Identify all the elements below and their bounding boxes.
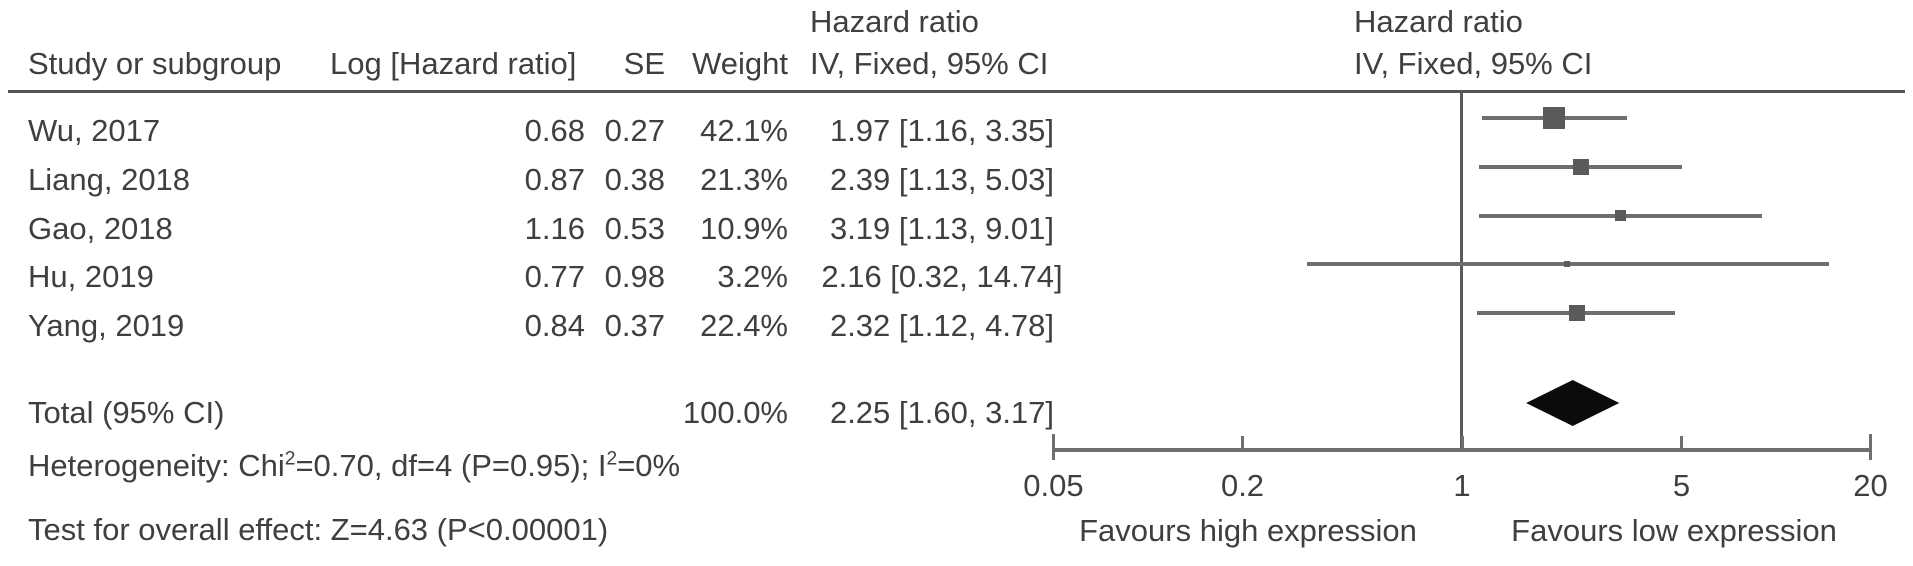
total-ci-text: 2.25 [1.60, 3.17]	[829, 395, 1055, 430]
study-weight-value: 42.1%	[700, 113, 788, 148]
effect-square	[1614, 210, 1626, 222]
study-label: Gao, 2018	[28, 210, 173, 246]
plot-effect-header-line2: IV, Fixed, 95% CI	[1354, 46, 1593, 81]
axis-tick-label: 0.2	[1220, 468, 1265, 503]
axis-tick-label: 0.05	[1023, 468, 1084, 503]
plot-effect-header-line1: Hazard ratio	[1354, 4, 1523, 39]
study-weight-value: 10.9%	[700, 210, 788, 246]
column-header-se: SE	[623, 46, 665, 81]
study-label: Hu, 2019	[28, 259, 154, 295]
study-se-value: 0.38	[604, 161, 665, 197]
axis-tick-label: 1	[1453, 468, 1471, 503]
chi-squared-superscript: 2	[284, 448, 296, 470]
total-diamond	[1526, 380, 1620, 426]
study-se-value: 0.27	[604, 113, 665, 148]
axis-tick	[1679, 436, 1683, 452]
study-weight-value: 21.3%	[700, 161, 788, 197]
study-ci-text: 2.16 [0.32, 14.74]	[821, 259, 1063, 295]
total-weight-value: 100.0%	[682, 395, 788, 430]
axis-tick	[1869, 434, 1873, 460]
study-ci-text: 1.97 [1.16, 3.35]	[829, 113, 1055, 148]
study-ci-text: 3.19 [1.13, 9.01]	[829, 210, 1055, 246]
left-effect-header-line1: Hazard ratio	[810, 4, 979, 39]
study-se-value: 0.37	[604, 308, 665, 344]
axis-tick	[1460, 436, 1464, 452]
axis-tick-label: 5	[1672, 468, 1691, 503]
column-header-ci: IV, Fixed, 95% CI	[810, 46, 1049, 81]
effect-square	[1564, 261, 1571, 268]
study-weight-value: 3.2%	[717, 259, 788, 295]
study-se-value: 0.53	[604, 210, 665, 246]
heterogeneity-text-post: =0%	[617, 448, 681, 483]
column-header-log-hazard-ratio: Log [Hazard ratio]	[330, 46, 577, 81]
heterogeneity-text-mid: =0.70, df=4 (P=0.95); I	[295, 448, 607, 483]
study-se-value: 0.98	[604, 259, 665, 295]
heterogeneity-note: Heterogeneity: Chi2=0.70, df=4 (P=0.95);…	[28, 447, 680, 485]
total-label: Total (95% CI)	[28, 395, 225, 430]
effect-square	[1543, 107, 1566, 129]
header-rule	[8, 90, 1905, 93]
column-header-weight: Weight	[692, 46, 788, 81]
study-ci-text: 2.32 [1.12, 4.78]	[829, 308, 1055, 344]
study-log-hr-value: 1.16	[524, 210, 585, 246]
study-log-hr-value: 0.77	[524, 259, 585, 295]
axis-tick-label: 20	[1853, 468, 1888, 503]
axis-tick	[1051, 434, 1055, 460]
study-log-hr-value: 0.68	[524, 113, 585, 148]
study-ci-text: 2.39 [1.13, 5.03]	[829, 161, 1055, 197]
column-header-study: Study or subgroup	[28, 46, 282, 81]
favours-right-label: Favours low expression	[1511, 513, 1837, 548]
favours-left-label: Favours high expression	[1079, 513, 1417, 548]
null-effect-line	[1460, 92, 1463, 452]
study-log-hr-value: 0.84	[524, 308, 585, 344]
effect-square	[1568, 305, 1585, 322]
overall-effect-note: Test for overall effect: Z=4.63 (P<0.000…	[28, 512, 609, 547]
i-squared-superscript: 2	[606, 448, 618, 470]
study-label: Yang, 2019	[28, 308, 185, 344]
heterogeneity-text-pre: Heterogeneity: Chi	[28, 448, 285, 483]
study-weight-value: 22.4%	[700, 308, 788, 344]
axis-tick	[1241, 436, 1245, 452]
study-label: Wu, 2017	[28, 113, 161, 148]
effect-square	[1572, 158, 1589, 175]
study-label: Liang, 2018	[28, 161, 191, 197]
study-log-hr-value: 0.87	[524, 161, 585, 197]
